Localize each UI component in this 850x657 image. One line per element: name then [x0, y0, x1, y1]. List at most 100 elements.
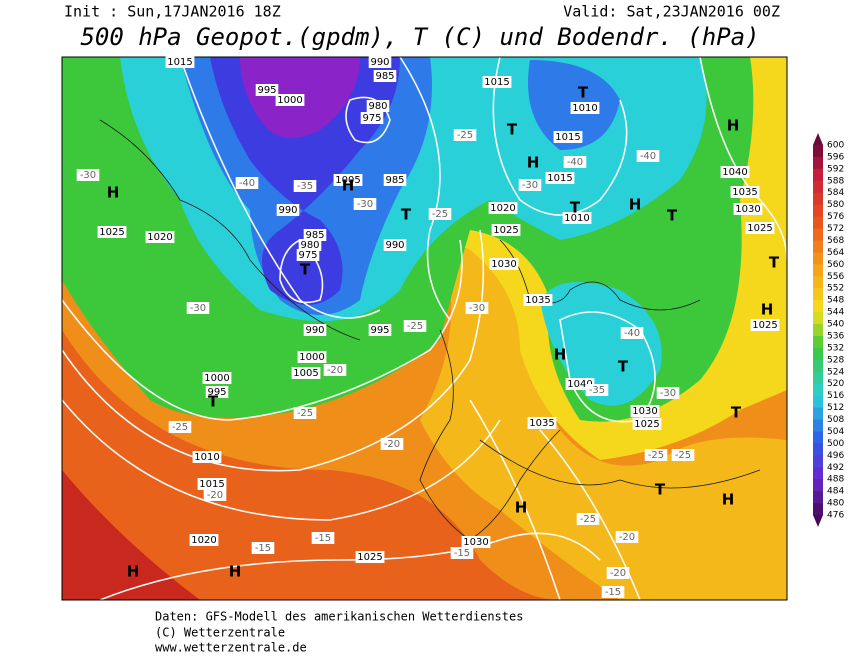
temperature-label-bg	[563, 156, 587, 168]
pressure-label-bg	[298, 239, 322, 251]
pressure-label-bg	[733, 203, 763, 215]
colorbar-label: 556	[827, 272, 844, 282]
pressure-label: 985	[305, 230, 324, 241]
colorbar-label: 580	[827, 200, 844, 210]
temperature-label-bg	[601, 586, 625, 598]
temperature-label-bg	[606, 567, 630, 579]
pressure-center: H	[527, 154, 540, 172]
temperature-label: -20	[384, 439, 400, 450]
pressure-label-bg	[275, 94, 305, 106]
temperature-label: -30	[660, 388, 676, 399]
temperature-label: -25	[297, 408, 313, 419]
pressure-label: 990	[278, 205, 297, 216]
colorbar-label: 484	[827, 487, 844, 497]
colorbar-band	[813, 204, 823, 218]
pressure-label-bg	[482, 76, 512, 88]
pressure-label: 995	[370, 325, 389, 336]
colorbar-band	[813, 264, 823, 277]
pressure-label-bg	[303, 229, 327, 241]
temperature-label: -40	[640, 151, 656, 162]
pressure-label: 985	[385, 175, 404, 186]
pressure-label-bg	[553, 131, 583, 143]
colorbar-band	[813, 407, 823, 421]
pressure-label-bg	[570, 102, 600, 114]
pressure-label-bg	[630, 405, 660, 417]
pressure-label-bg	[255, 84, 279, 96]
pressure-center: H	[127, 563, 140, 581]
colorbar-label: 504	[827, 427, 844, 437]
pressure-label: 990	[385, 240, 404, 251]
map-frame	[61, 56, 788, 601]
pressure-label: 1015	[167, 57, 192, 68]
temperature-label-bg	[465, 302, 489, 314]
temperature-label: -30	[190, 303, 206, 314]
pressure-center: H	[722, 491, 735, 509]
temperature-label-bg	[311, 532, 335, 544]
temperature-label-bg	[656, 387, 680, 399]
temperature-label: -15	[255, 543, 271, 554]
pressure-label: 975	[298, 250, 317, 261]
pressure-label-bg	[461, 536, 491, 548]
colorbar-band	[813, 156, 823, 170]
colorbar-band	[813, 300, 823, 313]
footer-source: Daten: GFS-Modell des amerikanischen Wet…	[155, 610, 523, 624]
footer-url: www.wetterzentrale.de	[155, 641, 307, 655]
pressure-label-bg	[192, 451, 222, 463]
colorbar-label: 560	[827, 260, 844, 270]
temperature-label-bg	[644, 449, 668, 461]
colorbar-label: 552	[827, 284, 844, 294]
pressure-label: 980	[368, 101, 387, 112]
colorbar-top-arrow	[813, 133, 823, 145]
colorbar-band	[813, 228, 823, 241]
pressure-label: 1015	[555, 132, 580, 143]
pressure-label: 1015	[484, 77, 509, 88]
pressure-label: 1025	[747, 223, 772, 234]
colorbar-band	[813, 252, 823, 265]
pressure-center: T	[300, 261, 311, 279]
pressure-label-bg	[145, 231, 175, 243]
pressure-center: T	[578, 84, 589, 102]
pressure-label-bg	[745, 222, 775, 234]
pressure-label: 1025	[634, 419, 659, 430]
colorbar-label: 592	[827, 164, 844, 174]
pressure-label-bg	[165, 56, 195, 68]
temperature-label: -15	[454, 548, 470, 559]
colorbar-label: 540	[827, 320, 844, 330]
pressure-label: 995	[257, 85, 276, 96]
colorbar-label: 516	[827, 391, 844, 401]
pressure-center: T	[208, 393, 219, 411]
temperature-label: -25	[580, 514, 596, 525]
temperature-label: -40	[239, 178, 255, 189]
temperature-label: -25	[648, 450, 664, 461]
temperature-label: -25	[172, 422, 188, 433]
pressure-label-bg	[291, 367, 321, 379]
pressure-center: H	[107, 184, 120, 202]
pressure-label: 1015	[547, 173, 572, 184]
pressure-label-bg	[97, 226, 127, 238]
pressure-label-bg	[720, 166, 750, 178]
pressure-label: 1030	[735, 204, 760, 215]
temperature-label: -20	[619, 532, 635, 543]
temperature-label-bg	[518, 179, 542, 191]
colorbar-label: 564	[827, 248, 844, 258]
pressure-label-bg	[750, 319, 780, 331]
colorbar-label: 536	[827, 331, 844, 341]
pressure-label: 1015	[199, 479, 224, 490]
colorbar-bottom-arrow	[813, 515, 823, 527]
colorbar-band	[813, 479, 823, 492]
colorbar-label: 576	[827, 212, 844, 222]
colorbar-band	[813, 419, 823, 432]
colorbar-band	[813, 443, 823, 456]
colorbar-label: 496	[827, 451, 844, 461]
colorbar-band	[813, 324, 823, 337]
pressure-center: H	[342, 177, 355, 195]
pressure-label: 990	[370, 57, 389, 68]
colorbar-band	[813, 431, 823, 444]
pressure-center: T	[655, 481, 666, 499]
colorbar-label: 528	[827, 355, 844, 365]
pressure-label: 1040	[567, 379, 592, 390]
colorbar-label: 492	[827, 463, 844, 473]
colorbar-band	[813, 371, 823, 385]
colorbar-band	[813, 288, 823, 301]
